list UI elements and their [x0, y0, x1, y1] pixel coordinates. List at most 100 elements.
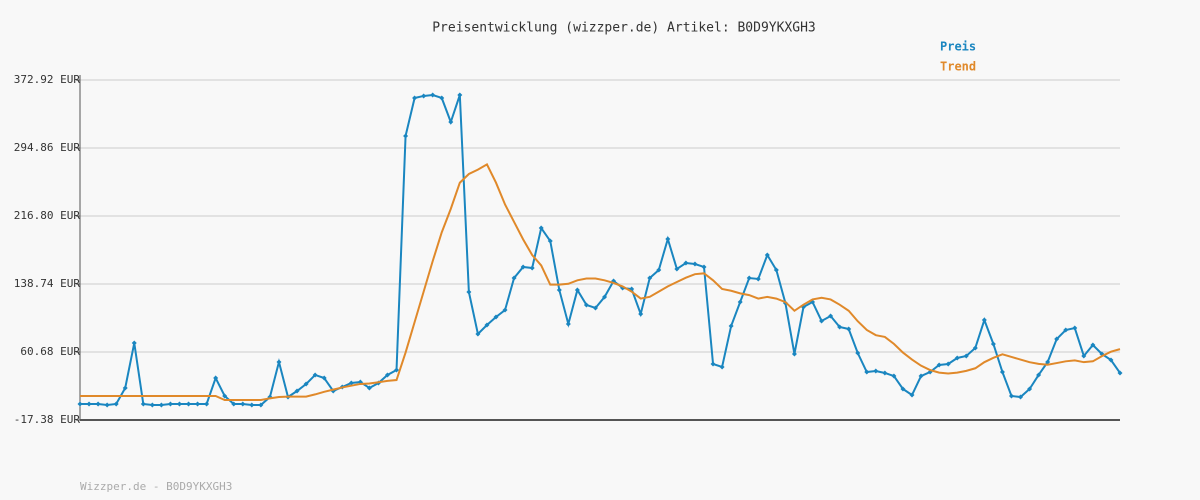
series-line — [80, 163, 1121, 401]
point — [583, 302, 589, 308]
point — [538, 225, 544, 231]
point — [1072, 325, 1078, 331]
point — [1117, 370, 1123, 376]
point — [692, 261, 698, 267]
point — [466, 289, 472, 295]
point — [719, 364, 725, 370]
point — [204, 401, 210, 407]
point — [186, 401, 192, 407]
point — [864, 369, 870, 375]
point — [1108, 357, 1114, 363]
point — [1054, 336, 1060, 342]
point — [412, 95, 418, 101]
point — [764, 252, 770, 258]
point — [77, 401, 83, 407]
point — [1081, 353, 1087, 359]
point — [195, 401, 201, 407]
point — [972, 345, 978, 351]
point — [502, 307, 508, 313]
point — [104, 402, 110, 408]
point — [240, 401, 246, 407]
point — [710, 361, 716, 367]
point — [891, 373, 897, 379]
point — [755, 276, 761, 282]
point — [231, 401, 237, 407]
point — [936, 362, 942, 368]
point — [656, 267, 662, 273]
chart-title: Preisentwicklung (wizzper.de) Artikel: B… — [432, 21, 816, 36]
point — [846, 326, 852, 332]
point — [882, 370, 888, 376]
point — [565, 321, 571, 327]
point — [900, 386, 906, 392]
point — [448, 119, 454, 125]
y-tick-label: 60.68 EUR — [20, 345, 80, 358]
point — [457, 92, 463, 98]
point — [1027, 386, 1033, 392]
point — [963, 353, 969, 359]
y-tick-label: -17.38 EUR — [14, 413, 81, 426]
point — [484, 322, 490, 328]
point — [737, 299, 743, 305]
point — [222, 393, 228, 399]
point — [1018, 394, 1024, 400]
y-tick-label: 138.74 EUR — [14, 277, 81, 290]
point — [366, 385, 372, 391]
legend-label: Preis — [940, 40, 976, 54]
point — [819, 318, 825, 324]
point — [665, 236, 671, 242]
point — [439, 95, 445, 101]
point — [945, 361, 951, 367]
point — [954, 355, 960, 361]
point — [258, 402, 264, 408]
point — [873, 368, 879, 374]
point — [837, 324, 843, 330]
legend-label: Trend — [940, 60, 976, 74]
point — [312, 372, 318, 378]
point — [113, 401, 119, 407]
point — [140, 401, 146, 407]
point — [348, 380, 354, 386]
point — [475, 331, 481, 337]
point — [394, 367, 400, 373]
point — [602, 294, 608, 300]
point — [592, 305, 598, 311]
point — [728, 323, 734, 329]
point — [249, 402, 255, 408]
y-tick-label: 372.92 EUR — [14, 73, 81, 86]
point — [990, 341, 996, 347]
point — [511, 275, 517, 281]
point — [520, 264, 526, 270]
point — [674, 266, 680, 272]
point — [981, 317, 987, 323]
y-tick-label: 216.80 EUR — [14, 209, 81, 222]
point — [855, 350, 861, 356]
point — [430, 92, 436, 98]
y-tick-label: 294.86 EUR — [14, 141, 81, 154]
point — [638, 311, 644, 317]
point — [918, 373, 924, 379]
point — [131, 340, 137, 346]
point — [176, 401, 182, 407]
point — [294, 388, 300, 394]
point — [647, 275, 653, 281]
point — [276, 359, 282, 365]
point — [1036, 372, 1042, 378]
point — [167, 401, 173, 407]
point — [493, 314, 499, 320]
point — [1090, 342, 1096, 348]
point — [321, 375, 327, 381]
point — [158, 402, 164, 408]
point — [999, 369, 1005, 375]
point — [574, 287, 580, 293]
point — [773, 267, 779, 273]
point — [149, 402, 155, 408]
point — [529, 265, 535, 271]
point — [421, 93, 427, 99]
point — [95, 401, 101, 407]
point — [683, 260, 689, 266]
point — [791, 351, 797, 357]
point — [1008, 393, 1014, 399]
